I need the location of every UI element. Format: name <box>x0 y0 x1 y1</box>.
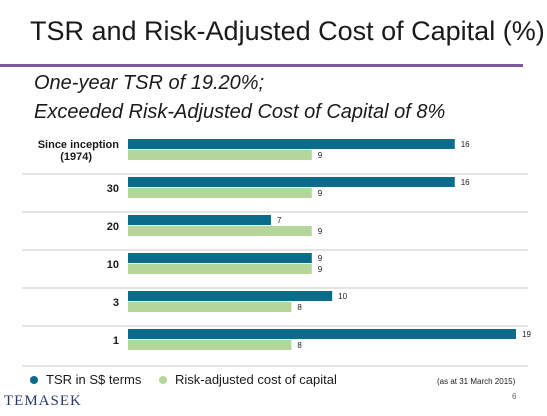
slide-title: TSR and Risk-Adjusted Cost of Capital (%… <box>30 16 545 46</box>
tsr-value-label: 16 <box>461 178 470 187</box>
tsr-bar <box>128 177 455 187</box>
legend-label-cost-of-capital: Risk-adjusted cost of capital <box>174 372 337 387</box>
category-label: 30 <box>107 183 119 195</box>
legend-entry-cost-of-capital: Risk-adjusted cost of capital <box>158 372 337 387</box>
cost-of-capital-bar <box>128 150 312 160</box>
cost-of-capital-value-label: 9 <box>318 151 323 160</box>
category-label: 10 <box>107 259 119 271</box>
cost-of-capital-value-label: 8 <box>297 341 302 350</box>
cost-of-capital-value-label: 9 <box>318 227 323 236</box>
page-number: 6 <box>512 392 517 401</box>
cost-of-capital-bar <box>128 302 292 312</box>
cost-of-capital-bar <box>128 264 312 274</box>
brand-logo-text: TEMASEK <box>4 393 82 409</box>
cost-of-capital-bar <box>128 188 312 198</box>
as-of-note: (as at 31 March 2015) <box>437 377 516 386</box>
tsr-bar <box>128 329 516 339</box>
cost-of-capital-value-label: 8 <box>297 303 302 312</box>
tsr-value-label: 7 <box>277 216 282 225</box>
cost-of-capital-bar <box>128 340 292 350</box>
subtitle-line-1: One-year TSR of 19.20%; <box>34 72 265 94</box>
legend-marker-cost-of-capital <box>158 375 167 384</box>
cost-of-capital-bar <box>128 226 312 236</box>
category-label: 20 <box>107 221 119 233</box>
title-divider <box>0 64 523 67</box>
tsr-bar <box>128 291 333 301</box>
tsr-bar <box>128 139 455 149</box>
tsr-value-label: 10 <box>338 292 347 301</box>
tsr-value-label: 9 <box>318 254 323 263</box>
subtitle-line-2: Exceeded Risk-Adjusted Cost of Capital o… <box>34 101 446 123</box>
cost-of-capital-value-label: 9 <box>318 189 323 198</box>
legend-marker-tsr <box>30 375 38 384</box>
cost-of-capital-value-label: 9 <box>318 265 323 274</box>
category-label: Since inception (1974) <box>38 139 120 163</box>
tsr-value-label: 19 <box>522 330 531 339</box>
legend-entry-tsr: TSR in S$ terms <box>30 372 141 387</box>
legend-label-tsr: TSR in S$ terms <box>46 372 142 387</box>
tsr-bar <box>128 215 271 225</box>
tsr-bar <box>128 253 312 263</box>
category-label: 3 <box>113 297 119 309</box>
tsr-value-label: 16 <box>461 140 470 149</box>
category-label: 1 <box>113 335 119 347</box>
chart-legend: TSR in S$ terms Risk-adjusted cost of ca… <box>30 372 351 387</box>
